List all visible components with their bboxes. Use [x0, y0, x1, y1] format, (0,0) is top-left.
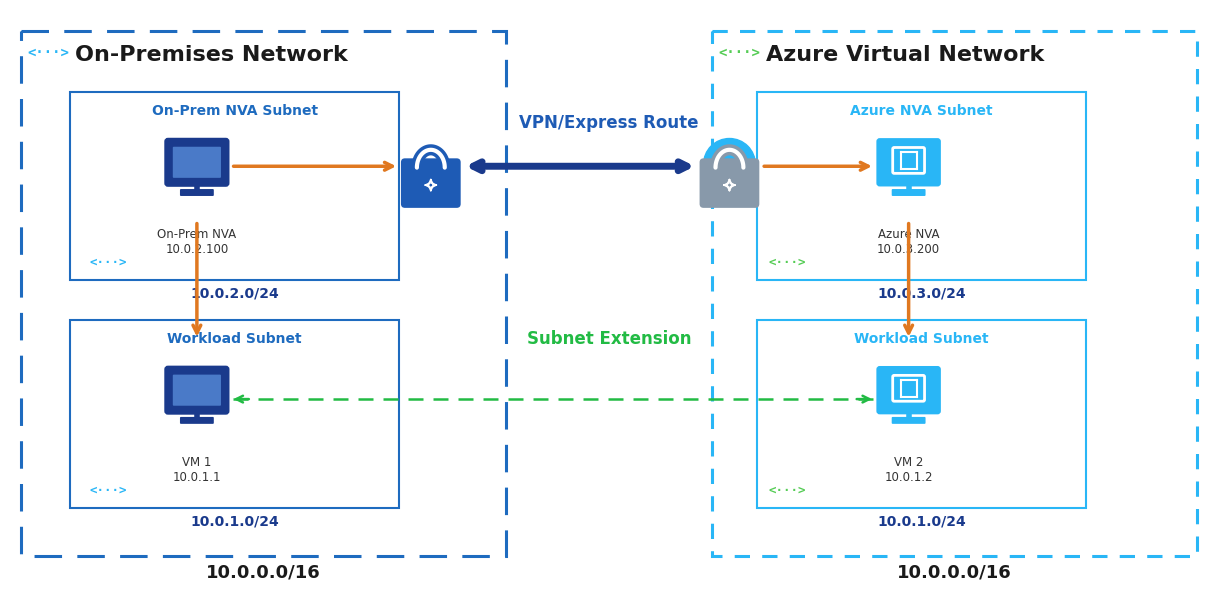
- FancyBboxPatch shape: [166, 140, 228, 185]
- Text: VM 1
10.0.1.1: VM 1 10.0.1.1: [173, 456, 222, 483]
- FancyBboxPatch shape: [173, 374, 220, 406]
- FancyBboxPatch shape: [893, 147, 924, 173]
- Bar: [758, 320, 1085, 508]
- Text: Azure NVA
10.0.3.200: Azure NVA 10.0.3.200: [877, 228, 940, 256]
- Text: Workload Subnet: Workload Subnet: [167, 332, 302, 346]
- FancyBboxPatch shape: [699, 158, 759, 208]
- Text: <···>: <···>: [90, 256, 127, 269]
- Bar: [758, 92, 1085, 280]
- Text: Subnet Extension: Subnet Extension: [526, 329, 692, 347]
- Bar: [21, 31, 507, 556]
- Text: Azure NVA Subnet: Azure NVA Subnet: [850, 104, 993, 118]
- FancyBboxPatch shape: [180, 417, 214, 424]
- Text: 10.0.3.0/24: 10.0.3.0/24: [877, 286, 966, 300]
- Text: VPN/Express Route: VPN/Express Route: [519, 114, 699, 132]
- FancyBboxPatch shape: [166, 367, 228, 413]
- Text: 10.0.1.0/24: 10.0.1.0/24: [190, 514, 279, 528]
- FancyBboxPatch shape: [180, 189, 214, 196]
- Bar: [711, 31, 1197, 556]
- Text: <···>: <···>: [28, 45, 69, 60]
- Text: 10.0.0.0/16: 10.0.0.0/16: [206, 563, 322, 582]
- Text: <···>: <···>: [90, 484, 127, 497]
- FancyBboxPatch shape: [878, 367, 939, 413]
- Text: <···>: <···>: [719, 45, 760, 60]
- Text: VM 2
10.0.1.2: VM 2 10.0.1.2: [884, 456, 933, 483]
- Text: 10.0.2.0/24: 10.0.2.0/24: [190, 286, 279, 300]
- Text: Workload Subnet: Workload Subnet: [854, 332, 989, 346]
- FancyBboxPatch shape: [401, 158, 460, 208]
- Bar: [71, 92, 400, 280]
- Text: On-Prem NVA Subnet: On-Prem NVA Subnet: [152, 104, 318, 118]
- FancyBboxPatch shape: [173, 147, 220, 178]
- FancyBboxPatch shape: [893, 376, 924, 401]
- Text: On-Prem NVA
10.0.2.100: On-Prem NVA 10.0.2.100: [157, 228, 236, 256]
- Bar: [71, 320, 400, 508]
- Text: 10.0.1.0/24: 10.0.1.0/24: [877, 514, 966, 528]
- Text: <···>: <···>: [769, 256, 806, 269]
- Text: 10.0.0.0/16: 10.0.0.0/16: [896, 563, 1012, 582]
- Text: Azure Virtual Network: Azure Virtual Network: [766, 45, 1045, 66]
- Circle shape: [704, 138, 755, 190]
- Text: <···>: <···>: [769, 484, 806, 497]
- FancyBboxPatch shape: [892, 417, 926, 424]
- FancyBboxPatch shape: [892, 189, 926, 196]
- FancyBboxPatch shape: [878, 140, 939, 185]
- Text: On-Premises Network: On-Premises Network: [76, 45, 348, 66]
